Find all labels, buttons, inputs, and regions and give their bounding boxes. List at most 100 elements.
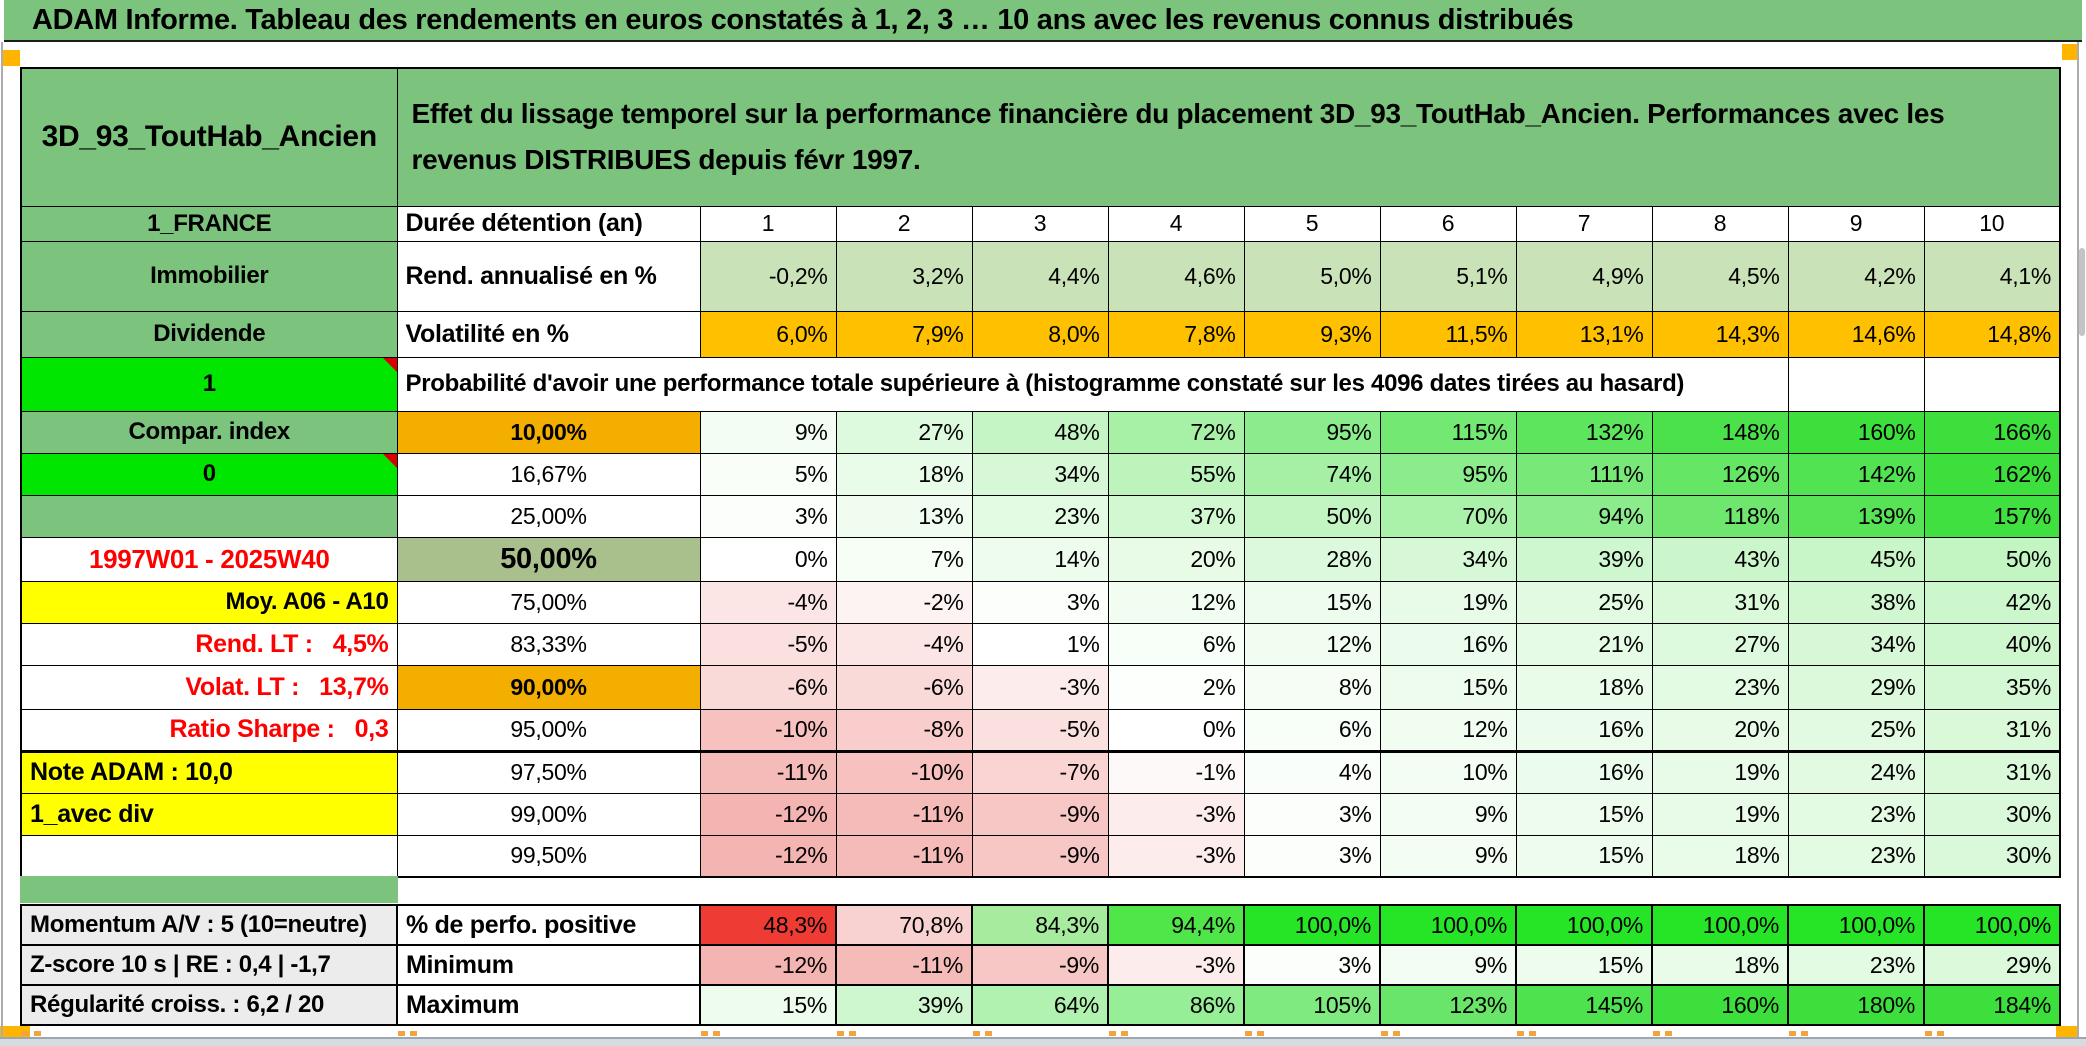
cell-maximum-y9[interactable]: 180% bbox=[1787, 984, 1925, 1026]
cell-p16_67-y2[interactable]: 18% bbox=[835, 452, 973, 496]
cell-p50-y2[interactable]: 7% bbox=[835, 536, 973, 582]
cell-p83_33-y3[interactable]: 1% bbox=[971, 622, 1109, 666]
cell-p99-y2[interactable]: -11% bbox=[835, 792, 973, 836]
cell-duration-header-y2[interactable]: 2 bbox=[835, 205, 973, 242]
threshold-p95[interactable]: 95,00% bbox=[396, 708, 701, 753]
cell-p83_33-y5[interactable]: 12% bbox=[1243, 622, 1381, 666]
cell-annualized-return-y10[interactable]: 4,1% bbox=[1923, 240, 2061, 312]
label-p10[interactable]: Compar. index bbox=[20, 410, 398, 454]
cell-annualized-return-y8[interactable]: 4,5% bbox=[1651, 240, 1789, 312]
cell-p10-y9[interactable]: 160% bbox=[1787, 410, 1925, 454]
cell-p99_5-y9[interactable]: 23% bbox=[1787, 834, 1925, 878]
cell-p99-y7[interactable]: 15% bbox=[1515, 792, 1653, 836]
cell-p97_5-y8[interactable]: 19% bbox=[1651, 750, 1789, 794]
label-p97_5[interactable]: Note ADAM : 10,0 bbox=[20, 750, 398, 794]
cell-p99_5-y2[interactable]: -11% bbox=[835, 834, 973, 878]
cell-p75-y4[interactable]: 12% bbox=[1107, 580, 1245, 624]
cell-p75-y1[interactable]: -4% bbox=[699, 580, 837, 624]
cell-maximum-y8[interactable]: 160% bbox=[1651, 984, 1789, 1026]
threshold-minimum[interactable]: Minimum bbox=[396, 944, 701, 986]
cell-p99_5-y8[interactable]: 18% bbox=[1651, 834, 1789, 878]
cell-p99-y6[interactable]: 9% bbox=[1379, 792, 1517, 836]
cell-annualized-return-y1[interactable]: -0,2% bbox=[699, 240, 837, 312]
cell-p75-y10[interactable]: 42% bbox=[1923, 580, 2061, 624]
cell-duration-header-y4[interactable]: 4 bbox=[1107, 205, 1245, 242]
threshold-p16_67[interactable]: 16,67% bbox=[396, 452, 701, 496]
cell-p95-y1[interactable]: -10% bbox=[699, 708, 837, 753]
cell-minimum-y7[interactable]: 15% bbox=[1515, 944, 1653, 986]
label-p75[interactable]: Moy. A06 - A10 bbox=[20, 580, 398, 624]
cell-p95-y8[interactable]: 20% bbox=[1651, 708, 1789, 753]
cell-minimum-y1[interactable]: -12% bbox=[699, 944, 837, 986]
cell-volatility-y1[interactable]: 6,0% bbox=[699, 310, 837, 358]
cell-p25-y1[interactable]: 3% bbox=[699, 494, 837, 538]
cell-p99_5-y10[interactable]: 30% bbox=[1923, 834, 2061, 878]
cell-positive-perf-y4[interactable]: 94,4% bbox=[1107, 904, 1245, 946]
cell-p75-y3[interactable]: 3% bbox=[971, 580, 1109, 624]
cell-p10-y5[interactable]: 95% bbox=[1243, 410, 1381, 454]
cell-maximum-y1[interactable]: 15% bbox=[699, 984, 837, 1026]
cell-p83_33-y4[interactable]: 6% bbox=[1107, 622, 1245, 666]
cell-p97_5-y7[interactable]: 16% bbox=[1515, 750, 1653, 794]
cell-p50-y10[interactable]: 50% bbox=[1923, 536, 2061, 582]
cell-p25-y8[interactable]: 118% bbox=[1651, 494, 1789, 538]
cell-p25-y10[interactable]: 157% bbox=[1923, 494, 2061, 538]
cell-p16_67-y10[interactable]: 162% bbox=[1923, 452, 2061, 496]
cell-volatility-y4[interactable]: 7,8% bbox=[1107, 310, 1245, 358]
cell-p25-y3[interactable]: 23% bbox=[971, 494, 1109, 538]
cell-minimum-y10[interactable]: 29% bbox=[1923, 944, 2061, 986]
label-p99[interactable]: 1_avec div bbox=[20, 792, 398, 836]
cell-p95-y3[interactable]: -5% bbox=[971, 708, 1109, 753]
cell-positive-perf-y5[interactable]: 100,0% bbox=[1243, 904, 1381, 946]
cell-p90-y1[interactable]: -6% bbox=[699, 664, 837, 710]
cell-p25-y4[interactable]: 37% bbox=[1107, 494, 1245, 538]
cell-p83_33-y1[interactable]: -5% bbox=[699, 622, 837, 666]
cell-p83_33-y9[interactable]: 34% bbox=[1787, 622, 1925, 666]
cell-p95-y6[interactable]: 12% bbox=[1379, 708, 1517, 753]
cell-p97_5-y4[interactable]: -1% bbox=[1107, 750, 1245, 794]
cell-p90-y10[interactable]: 35% bbox=[1923, 664, 2061, 710]
cell-p25-y6[interactable]: 70% bbox=[1379, 494, 1517, 538]
cell-volatility-y3[interactable]: 8,0% bbox=[971, 310, 1109, 358]
cell-p99_5-y1[interactable]: -12% bbox=[699, 834, 837, 878]
cell-p83_33-y2[interactable]: -4% bbox=[835, 622, 973, 666]
cell-annualized-return-y5[interactable]: 5,0% bbox=[1243, 240, 1381, 312]
label-p95[interactable]: Ratio Sharpe : 0,3 bbox=[20, 708, 398, 753]
description-cell[interactable]: Effet du lissage temporel sur la perform… bbox=[396, 67, 2061, 207]
cell-p97_5-y3[interactable]: -7% bbox=[971, 750, 1109, 794]
cell-annualized-return-y2[interactable]: 3,2% bbox=[835, 240, 973, 312]
cell-p90-y4[interactable]: 2% bbox=[1107, 664, 1245, 710]
cell-volatility-y5[interactable]: 9,3% bbox=[1243, 310, 1381, 358]
cell-p75-y6[interactable]: 19% bbox=[1379, 580, 1517, 624]
cell-maximum-y4[interactable]: 86% bbox=[1107, 984, 1245, 1026]
cell-p16_67-y4[interactable]: 55% bbox=[1107, 452, 1245, 496]
threshold-p50[interactable]: 50,00% bbox=[396, 536, 701, 582]
cell-p99-y10[interactable]: 30% bbox=[1923, 792, 2061, 836]
cell-p99-y1[interactable]: -12% bbox=[699, 792, 837, 836]
cell-p16_67-y8[interactable]: 126% bbox=[1651, 452, 1789, 496]
cell-p99-y4[interactable]: -3% bbox=[1107, 792, 1245, 836]
cell-p83_33-y6[interactable]: 16% bbox=[1379, 622, 1517, 666]
cell-duration-header-y3[interactable]: 3 bbox=[971, 205, 1109, 242]
cell-p10-y6[interactable]: 115% bbox=[1379, 410, 1517, 454]
cell-p99-y5[interactable]: 3% bbox=[1243, 792, 1381, 836]
cell-p90-y5[interactable]: 8% bbox=[1243, 664, 1381, 710]
vertical-scrollbar-thumb[interactable] bbox=[2079, 248, 2085, 336]
cell-p50-y7[interactable]: 39% bbox=[1515, 536, 1653, 582]
cell-p99-y8[interactable]: 19% bbox=[1651, 792, 1789, 836]
cell-minimum-y8[interactable]: 18% bbox=[1651, 944, 1789, 986]
cell-minimum-y3[interactable]: -9% bbox=[971, 944, 1109, 986]
cell-p75-y2[interactable]: -2% bbox=[835, 580, 973, 624]
cell-duration-header-y9[interactable]: 9 bbox=[1787, 205, 1925, 242]
label-p25[interactable] bbox=[20, 494, 398, 538]
cell-p25-y5[interactable]: 50% bbox=[1243, 494, 1381, 538]
threshold-p99[interactable]: 99,00% bbox=[396, 792, 701, 836]
cell-p16_67-y1[interactable]: 5% bbox=[699, 452, 837, 496]
empty-cell[interactable] bbox=[1923, 356, 2061, 412]
cell-minimum-y6[interactable]: 9% bbox=[1379, 944, 1517, 986]
cell-duration-header-y1[interactable]: 1 bbox=[699, 205, 837, 242]
cell-p16_67-y9[interactable]: 142% bbox=[1787, 452, 1925, 496]
label-probability-banner[interactable]: 1 bbox=[20, 356, 398, 412]
cell-p10-y3[interactable]: 48% bbox=[971, 410, 1109, 454]
cell-p10-y4[interactable]: 72% bbox=[1107, 410, 1245, 454]
